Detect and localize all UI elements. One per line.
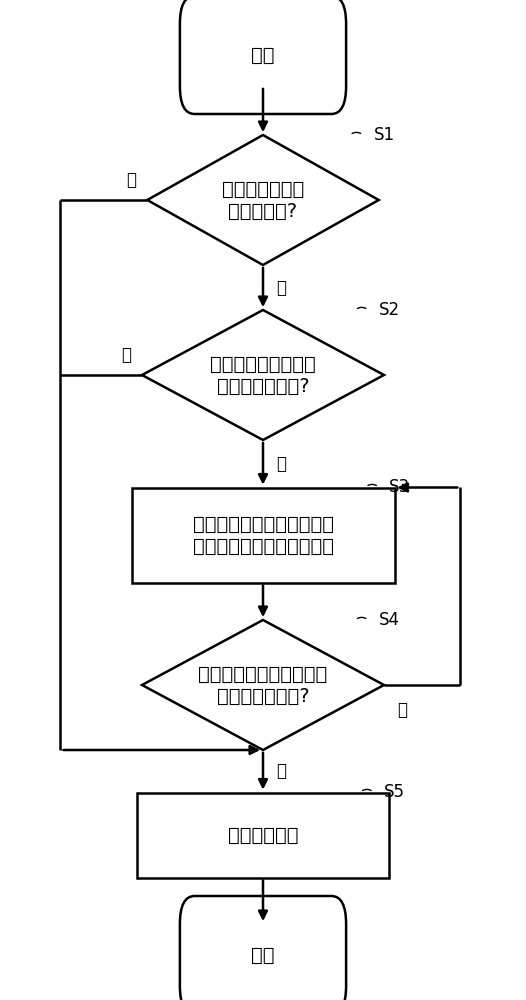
Text: 否: 否: [126, 171, 137, 189]
Text: 生成每个跨合约调用字段对
应调用链路的合约调用集合: 生成每个跨合约调用字段对 应调用链路的合约调用集合: [193, 514, 333, 556]
Text: 是: 是: [276, 455, 286, 473]
Text: 是: 是: [276, 278, 286, 296]
Bar: [137, 792, 389, 878]
Text: 是: 是: [397, 701, 407, 719]
Text: S3: S3: [389, 478, 410, 496]
FancyBboxPatch shape: [180, 0, 346, 114]
Text: S4: S4: [379, 611, 400, 629]
Text: 合约调用集合是否有重复
的用户合约名称?: 合约调用集合是否有重复 的用户合约名称?: [198, 664, 328, 706]
Text: 进入部署流程: 进入部署流程: [228, 826, 298, 844]
Text: 该用户合约是否包含
跨合约调用字段?: 该用户合约是否包含 跨合约调用字段?: [210, 355, 316, 395]
Text: S5: S5: [384, 783, 405, 801]
Bar: [132, 487, 394, 582]
Text: 否: 否: [121, 346, 132, 364]
FancyBboxPatch shape: [180, 896, 346, 1000]
Text: S1: S1: [373, 126, 394, 144]
Text: 结束: 结束: [251, 946, 275, 964]
Text: 开始: 开始: [251, 45, 275, 64]
Polygon shape: [142, 310, 384, 440]
Text: S2: S2: [379, 301, 400, 319]
Text: 否: 否: [276, 762, 286, 780]
Polygon shape: [142, 620, 384, 750]
Polygon shape: [147, 135, 379, 265]
Text: 是否存在未部署
的用户合约?: 是否存在未部署 的用户合约?: [222, 180, 304, 221]
